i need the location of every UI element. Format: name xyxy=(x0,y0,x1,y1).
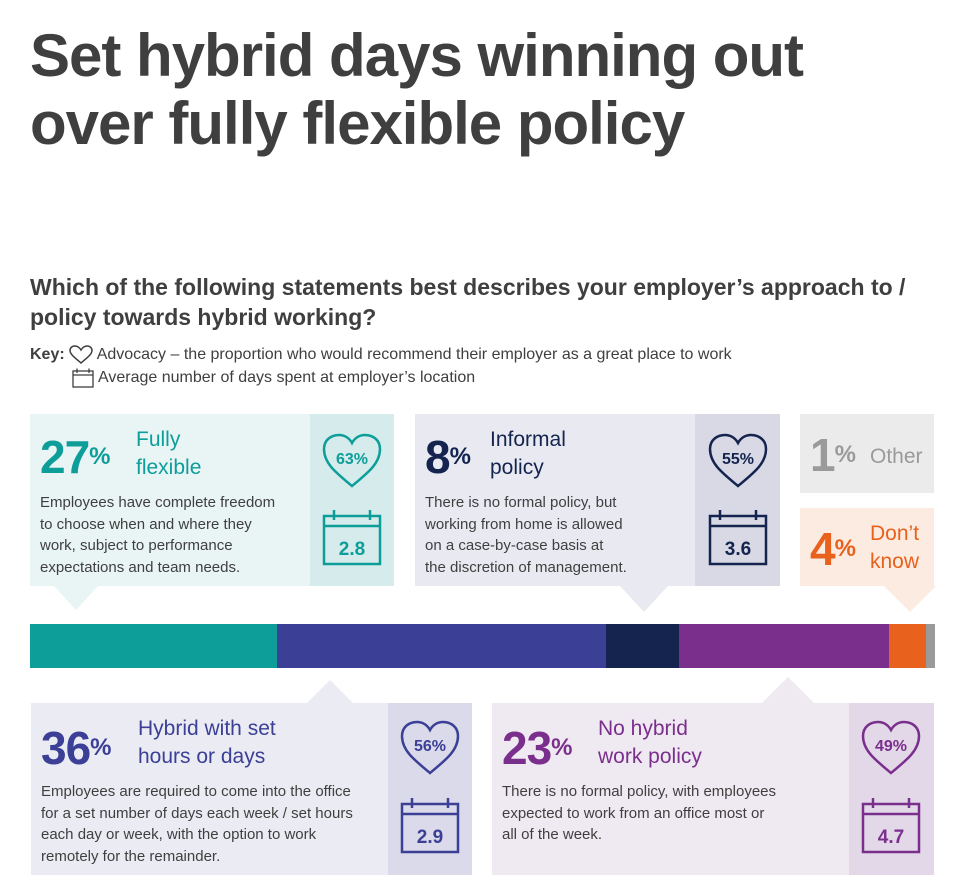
days-value: 2.9 xyxy=(417,827,443,848)
key-label: Key: xyxy=(30,346,65,363)
card-informal-policy: 8% Informal policy There is no formal pol… xyxy=(415,414,780,586)
description: There is no formal policy, but working fr… xyxy=(425,494,627,576)
percentage: 36% xyxy=(41,722,112,774)
advocacy-heart-icon: 63% xyxy=(322,433,382,488)
advocacy-heart-icon: 49% xyxy=(861,720,921,775)
category-label: Other xyxy=(870,445,923,468)
percentage: 4% xyxy=(810,523,856,575)
pointer-triangle xyxy=(620,586,668,612)
card-other: 1% Other xyxy=(800,414,934,493)
pointer-triangle xyxy=(884,586,936,612)
days-calendar-icon: 3.6 xyxy=(708,510,768,566)
days-calendar-icon: 2.9 xyxy=(400,798,460,854)
bar-segment-hybrid-with-set-hours-or-days xyxy=(276,624,606,668)
bar-segment-no-hybrid-work-policy xyxy=(679,624,890,668)
percentage: 8% xyxy=(425,431,471,483)
description: Employees have complete freedom to choose… xyxy=(40,494,276,576)
card-body xyxy=(415,414,695,586)
card-hybrid-set: 36% Hybrid with set hours or days Employe… xyxy=(31,703,472,875)
page-title: Set hybrid days winning out over fully f… xyxy=(30,22,804,157)
percentage: 1% xyxy=(810,429,856,481)
advocacy-value: 56% xyxy=(414,738,446,755)
advocacy-heart-icon: 55% xyxy=(708,433,768,488)
days-calendar-icon: 2.8 xyxy=(322,510,382,566)
percentage: 27% xyxy=(40,431,111,483)
key-advocacy-text: Advocacy – the proportion who would reco… xyxy=(96,346,732,363)
days-value: 3.6 xyxy=(725,539,751,560)
category-label: Informal policy xyxy=(490,428,566,479)
days-value: 2.8 xyxy=(339,539,365,560)
description: Employees are required to come into the … xyxy=(41,783,353,865)
calendar-icon xyxy=(72,368,94,388)
category-label: Fully flexible xyxy=(136,428,202,479)
card-dont-know: 4% Don’t know xyxy=(800,508,934,586)
card-body xyxy=(492,703,849,875)
question-subtitle: Which of the following statements best d… xyxy=(30,274,906,330)
pointer-triangle xyxy=(306,680,354,704)
card-fully-flexible: 27% Fully flexible Employees have complet… xyxy=(30,414,394,586)
percentage: 23% xyxy=(502,722,573,774)
pointer-triangle xyxy=(54,586,98,610)
advocacy-value: 49% xyxy=(875,738,907,755)
category-label: No hybrid work policy xyxy=(598,717,702,768)
bar-segment-other xyxy=(925,624,935,668)
card-body xyxy=(31,703,388,875)
card-body xyxy=(30,414,310,586)
key-days: Average number of days spent at employer… xyxy=(72,368,475,388)
key-days-text: Average number of days spent at employer… xyxy=(98,369,476,386)
card-no-hybrid: 23% No hybrid work policy There is no for… xyxy=(492,703,934,875)
key-advocacy: Key: Advocacy – the proportion who would… xyxy=(30,345,732,365)
stacked-bar xyxy=(30,624,935,668)
bar-segment-fully-flexible xyxy=(30,624,277,668)
days-value: 4.7 xyxy=(878,827,904,848)
advocacy-value: 55% xyxy=(722,451,754,468)
bar-segment-informal-policy xyxy=(605,624,680,668)
pointer-triangle xyxy=(762,677,814,703)
advocacy-value: 63% xyxy=(336,451,368,468)
category-label: Hybrid with set hours or days xyxy=(138,717,276,768)
heart-icon xyxy=(68,345,93,364)
advocacy-heart-icon: 56% xyxy=(400,720,460,775)
bar-segment-don-t-know xyxy=(889,624,926,668)
description: There is no formal policy, with employee… xyxy=(502,783,776,843)
category-label: Don’t know xyxy=(870,522,920,573)
days-calendar-icon: 4.7 xyxy=(861,798,921,854)
